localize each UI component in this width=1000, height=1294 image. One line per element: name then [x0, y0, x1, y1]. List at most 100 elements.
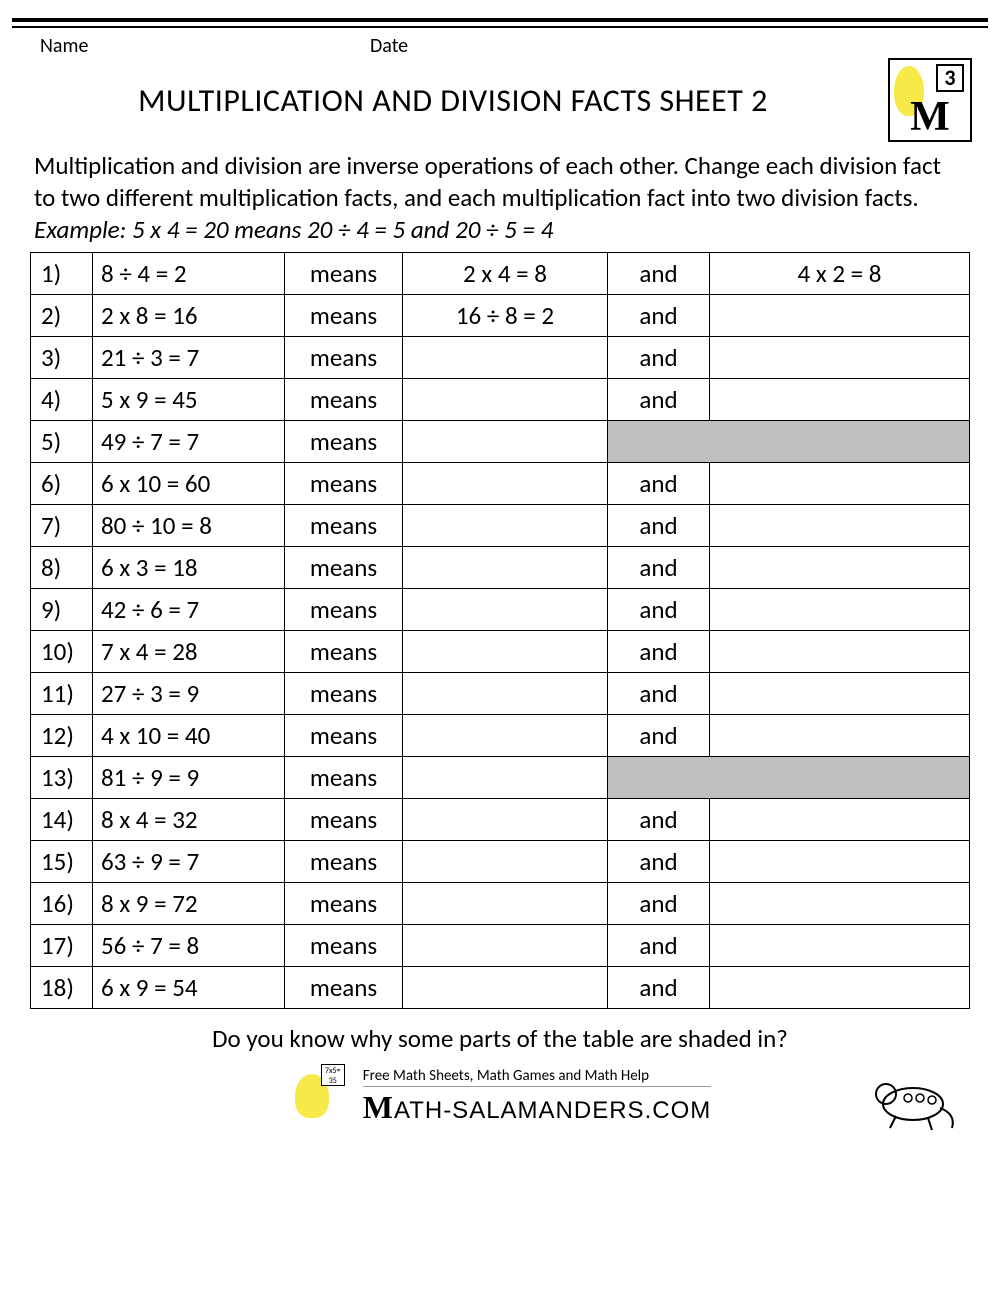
answer-1-cell[interactable] [403, 589, 608, 631]
table-row: 8)6 x 3 = 18meansand [31, 547, 970, 589]
table-row: 15)63 ÷ 9 = 7meansand [31, 841, 970, 883]
fact-cell: 2 x 8 = 16 [93, 295, 285, 337]
and-cell: and [608, 547, 710, 589]
fact-cell: 63 ÷ 9 = 7 [93, 841, 285, 883]
means-cell: means [285, 589, 403, 631]
answer-2-cell[interactable] [710, 589, 970, 631]
and-cell: and [608, 379, 710, 421]
fact-cell: 42 ÷ 6 = 7 [93, 589, 285, 631]
answer-1-cell[interactable]: 2 x 4 = 8 [403, 253, 608, 295]
row-number: 1) [31, 253, 93, 295]
answer-1-cell[interactable] [403, 967, 608, 1009]
answer-1-cell[interactable] [403, 337, 608, 379]
answer-2-cell[interactable] [710, 505, 970, 547]
means-cell: means [285, 337, 403, 379]
instructions-text: Multiplication and division are inverse … [34, 150, 941, 213]
means-cell: means [285, 715, 403, 757]
fact-cell: 8 x 4 = 32 [93, 799, 285, 841]
means-cell: means [285, 967, 403, 1009]
table-row: 16)8 x 9 = 72meansand [31, 883, 970, 925]
and-cell: and [608, 925, 710, 967]
means-cell: means [285, 421, 403, 463]
and-cell: and [608, 463, 710, 505]
footer-salamander-icon: 7x5= 35 [289, 1064, 345, 1128]
answer-2-cell[interactable] [710, 337, 970, 379]
top-rule [12, 18, 988, 28]
means-cell: means [285, 673, 403, 715]
table-row: 5)49 ÷ 7 = 7means [31, 421, 970, 463]
table-row: 4)5 x 9 = 45means and [31, 379, 970, 421]
and-cell: and [608, 799, 710, 841]
and-cell: and [608, 295, 710, 337]
answer-2-cell[interactable] [710, 295, 970, 337]
header-row: Name Date [0, 28, 1000, 58]
answer-2-cell[interactable] [710, 463, 970, 505]
shaded-cell [608, 757, 970, 799]
m-logo-icon: M [898, 96, 962, 138]
answer-1-cell[interactable] [403, 505, 608, 547]
answer-1-cell[interactable]: 16 ÷ 8 = 2 [403, 295, 608, 337]
answer-2-cell[interactable] [710, 841, 970, 883]
row-number: 10) [31, 631, 93, 673]
means-cell: means [285, 295, 403, 337]
fact-cell: 6 x 9 = 54 [93, 967, 285, 1009]
answer-1-cell[interactable] [403, 757, 608, 799]
row-number: 18) [31, 967, 93, 1009]
row-number: 4) [31, 379, 93, 421]
fact-cell: 4 x 10 = 40 [93, 715, 285, 757]
answer-2-cell[interactable] [710, 925, 970, 967]
answer-2-cell[interactable] [710, 715, 970, 757]
row-number: 7) [31, 505, 93, 547]
row-number: 9) [31, 589, 93, 631]
fact-cell: 6 x 3 = 18 [93, 547, 285, 589]
and-cell: and [608, 589, 710, 631]
answer-1-cell[interactable] [403, 883, 608, 925]
means-cell: means [285, 463, 403, 505]
answer-2-cell[interactable] [710, 631, 970, 673]
answer-1-cell[interactable] [403, 673, 608, 715]
row-number: 3) [31, 337, 93, 379]
shaded-cell [608, 421, 970, 463]
answer-1-cell[interactable] [403, 421, 608, 463]
means-cell: means [285, 841, 403, 883]
answer-2-cell[interactable] [710, 799, 970, 841]
fact-cell: 56 ÷ 7 = 8 [93, 925, 285, 967]
row-number: 17) [31, 925, 93, 967]
answer-1-cell[interactable] [403, 715, 608, 757]
footer-brand: MATH-SALAMANDERS.COM [363, 1089, 711, 1126]
table-row: 13)81 ÷ 9 = 9means [31, 757, 970, 799]
answer-1-cell[interactable] [403, 799, 608, 841]
table-row: 7)80 ÷ 10 = 8meansand [31, 505, 970, 547]
answer-1-cell[interactable] [403, 379, 608, 421]
table-row: 1)8 ÷ 4 = 2means2 x 4 = 8and4 x 2 = 8 [31, 253, 970, 295]
answer-2-cell[interactable] [710, 883, 970, 925]
table-row: 11)27 ÷ 3 = 9meansand [31, 673, 970, 715]
and-cell: and [608, 715, 710, 757]
footer: 7x5= 35 Free Math Sheets, Math Games and… [0, 1064, 1000, 1148]
means-cell: means [285, 631, 403, 673]
answer-2-cell[interactable] [710, 379, 970, 421]
answer-1-cell[interactable] [403, 925, 608, 967]
table-row: 3)21 ÷ 3 = 7meansand [31, 337, 970, 379]
fact-cell: 49 ÷ 7 = 7 [93, 421, 285, 463]
answer-2-cell[interactable] [710, 547, 970, 589]
row-number: 14) [31, 799, 93, 841]
means-cell: means [285, 379, 403, 421]
answer-2-cell[interactable]: 4 x 2 = 8 [710, 253, 970, 295]
answer-2-cell[interactable] [710, 967, 970, 1009]
and-cell: and [608, 967, 710, 1009]
and-cell: and [608, 505, 710, 547]
fact-cell: 5 x 9 = 45 [93, 379, 285, 421]
fact-cell: 7 x 4 = 28 [93, 631, 285, 673]
answer-1-cell[interactable] [403, 463, 608, 505]
and-cell: and [608, 253, 710, 295]
table-row: 2)2 x 8 = 16means16 ÷ 8 = 2and [31, 295, 970, 337]
instructions: Multiplication and division are inverse … [0, 142, 1000, 252]
answer-1-cell[interactable] [403, 631, 608, 673]
row-number: 13) [31, 757, 93, 799]
fact-cell: 81 ÷ 9 = 9 [93, 757, 285, 799]
answer-1-cell[interactable] [403, 841, 608, 883]
row-number: 8) [31, 547, 93, 589]
answer-2-cell[interactable] [710, 673, 970, 715]
answer-1-cell[interactable] [403, 547, 608, 589]
